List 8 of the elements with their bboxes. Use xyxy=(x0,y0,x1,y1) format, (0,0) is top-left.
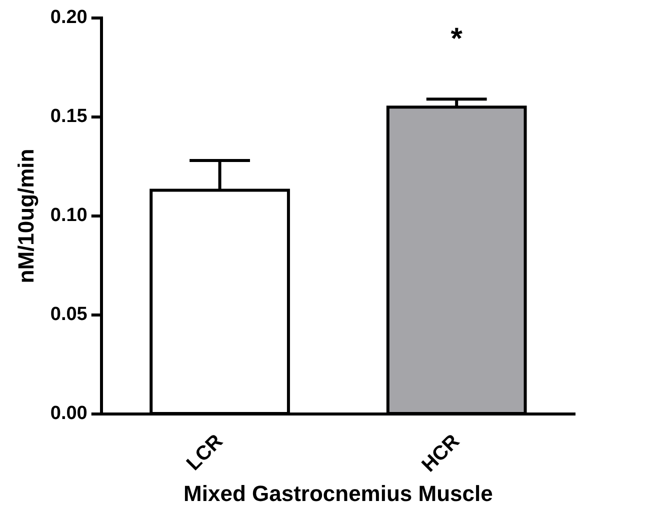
x-axis-title: Mixed Gastrocnemius Muscle xyxy=(184,480,493,506)
y-axis-title: nM/10ug/min xyxy=(13,148,38,284)
y-tick-label: 0.05 xyxy=(50,304,88,326)
y-tick-label: 0.15 xyxy=(50,106,88,128)
y-tick-label: 0.10 xyxy=(50,205,88,226)
y-tick-label: 0.20 xyxy=(50,7,88,28)
annotation: * xyxy=(450,22,463,56)
y-tick-label: 0.00 xyxy=(50,403,88,424)
